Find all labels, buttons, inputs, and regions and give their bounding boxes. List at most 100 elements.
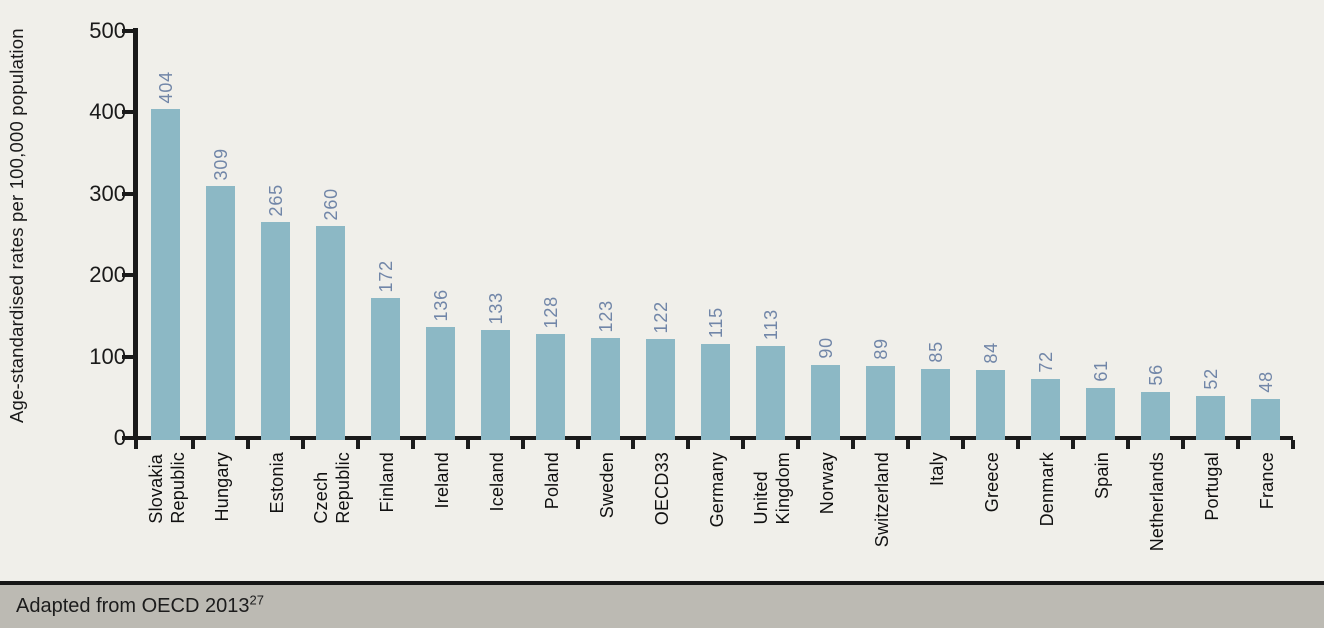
category-label: Portugal: [1201, 452, 1223, 521]
category-label-line: Sweden: [596, 452, 617, 519]
category-label-line: Ireland: [431, 452, 452, 509]
bar-value-label: 85: [925, 341, 946, 363]
bar: [866, 366, 895, 440]
bar-value-label: 113: [760, 308, 781, 340]
bar: [316, 226, 345, 440]
bar: [151, 109, 180, 440]
category-label: Ireland: [431, 452, 453, 508]
category-label-line: Switzerland: [871, 452, 892, 548]
category-label-line: Czech: [310, 471, 331, 524]
category-label: Hungary: [211, 452, 233, 521]
bar: [1086, 388, 1115, 440]
x-axis-tick: [191, 440, 195, 449]
bar: [921, 369, 950, 440]
category-label: Czech Republic: [310, 452, 354, 524]
source-caption: Adapted from OECD 201327: [16, 592, 264, 617]
category-label: Slovakia Republic: [145, 452, 189, 524]
bar-value-label: 89: [870, 338, 891, 360]
bar: [261, 222, 290, 440]
x-axis-tick: [1016, 440, 1020, 449]
x-axis-tick: [1181, 440, 1185, 449]
category-label: Finland: [376, 452, 398, 512]
x-axis-tick: [1126, 440, 1130, 449]
category-label-line: Portugal: [1201, 452, 1222, 521]
category-label: Netherlands: [1146, 452, 1168, 551]
bar: [1196, 396, 1225, 440]
category-label-line: Estonia: [266, 452, 287, 514]
category-label: Denmark: [1036, 452, 1058, 526]
bar: [371, 298, 400, 440]
y-axis-tick: [122, 273, 133, 278]
bar: [481, 330, 510, 440]
bar: [646, 339, 675, 440]
bar: [976, 370, 1005, 440]
bar: [536, 334, 565, 440]
category-label-line: Netherlands: [1146, 452, 1167, 552]
category-label-line: Republic: [332, 452, 353, 524]
x-axis-tick: [906, 440, 910, 449]
category-label-line: Spain: [1091, 452, 1112, 500]
x-axis-tick: [466, 440, 470, 449]
x-axis-tick: [631, 440, 635, 449]
category-label: Switzerland: [871, 452, 893, 547]
bar: [1031, 379, 1060, 440]
category-label-line: Republic: [167, 452, 188, 524]
bar: [426, 327, 455, 440]
bar-value-label: 52: [1200, 368, 1221, 390]
category-label: Greece: [981, 452, 1003, 512]
bar-value-label: 260: [320, 187, 341, 220]
category-label-line: OECD33: [651, 452, 672, 526]
category-label: Sweden: [596, 452, 618, 518]
category-label-line: Hungary: [211, 452, 232, 522]
category-label-line: Italy: [926, 452, 947, 487]
x-axis-tick: [301, 440, 305, 449]
category-label: Spain: [1091, 452, 1113, 499]
bar-value-label: 48: [1255, 371, 1276, 393]
bar: [1251, 399, 1280, 440]
bar: [811, 365, 840, 440]
bar-value-label: 72: [1035, 351, 1056, 373]
y-axis-tick: [122, 191, 133, 196]
category-label: France: [1256, 452, 1278, 509]
category-label: United Kingdom: [750, 452, 794, 524]
x-axis-tick: [246, 440, 250, 449]
bar: [756, 346, 785, 440]
bar: [206, 186, 235, 440]
y-axis-tick-label: 0: [113, 425, 126, 450]
x-axis-tick: [1291, 440, 1295, 449]
y-axis-tick-label: 500: [89, 18, 126, 43]
category-label: Poland: [541, 452, 563, 509]
bar-value-label: 136: [430, 288, 451, 321]
y-axis-tick-label: 200: [89, 262, 126, 288]
x-axis-tick: [1236, 440, 1240, 449]
category-label-line: Poland: [541, 452, 562, 510]
category-label-line: Kingdom: [772, 452, 793, 525]
category-label-line: Denmark: [1036, 452, 1057, 527]
y-axis-tick-label: 400: [89, 99, 126, 125]
category-label-line: Iceland: [486, 452, 507, 512]
bar-value-label: 122: [650, 300, 671, 333]
category-label: Italy: [926, 452, 948, 486]
y-axis-line: [133, 28, 138, 440]
x-axis-tick: [851, 440, 855, 449]
category-label-line: Germany: [706, 452, 727, 528]
category-label-line: France: [1256, 452, 1277, 510]
y-axis-tick-label: 300: [89, 180, 126, 206]
category-label: Iceland: [486, 452, 508, 511]
x-axis-tick: [686, 440, 690, 449]
bar-value-label: 123: [595, 299, 616, 332]
category-label: Germany: [706, 452, 728, 527]
x-axis-tick: [356, 440, 360, 449]
bar-value-label: 61: [1090, 360, 1111, 382]
bar: [701, 344, 730, 440]
bar-value-label: 90: [815, 337, 836, 359]
bar-value-label: 265: [265, 183, 286, 216]
y-axis-title: Age-standardised rates per 100,000 popul…: [6, 28, 27, 424]
footer-divider-line: [0, 581, 1324, 585]
bar-value-label: 172: [375, 259, 396, 292]
y-axis-tick-label: 100: [89, 343, 126, 369]
bar-value-label: 84: [980, 342, 1001, 364]
x-axis-tick: [411, 440, 415, 449]
x-axis-tick: [796, 440, 800, 449]
